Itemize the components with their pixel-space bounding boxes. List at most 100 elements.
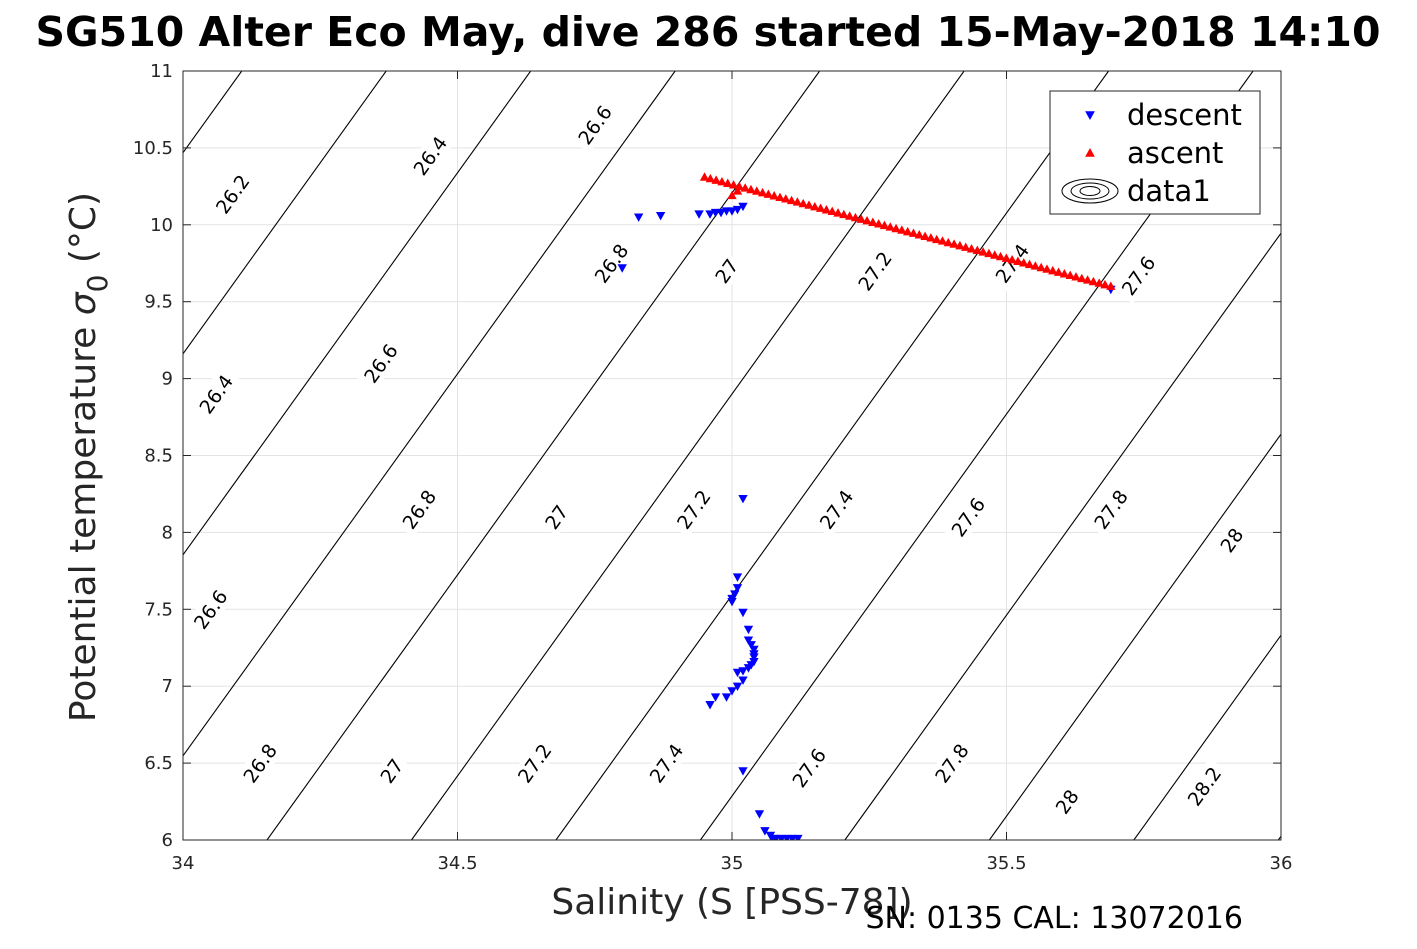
ascent-marker	[856, 214, 866, 223]
ascent-marker	[868, 217, 878, 226]
ascent-marker	[1077, 273, 1087, 283]
x-tick-label: 35	[721, 853, 744, 874]
ascent-marker	[839, 209, 849, 219]
ascent-marker	[821, 205, 832, 214]
data-series	[617, 172, 1116, 840]
ascent-marker	[775, 192, 785, 202]
y-tick-label: 9	[162, 369, 173, 390]
contour-label-bg	[668, 481, 719, 538]
ascent-marker	[1048, 265, 1058, 275]
ascent-marker	[769, 191, 779, 200]
ascent-marker	[908, 228, 919, 237]
ascent-marker	[897, 225, 907, 234]
axis-ticks: 34 34.5 35 35.5 36 6 6.5 7 7.5 8 8.5 9 9.5 10 10.5 11	[133, 61, 1293, 874]
y-tick-label: 10	[150, 215, 173, 236]
ascent-marker	[1001, 253, 1012, 262]
ascent-marker	[903, 226, 913, 236]
ascent-marker	[1019, 258, 1029, 267]
isopycnal-line	[183, 71, 676, 757]
contour-label-bg	[207, 165, 258, 223]
ascent-marker	[1007, 254, 1017, 264]
ascent-marker	[792, 197, 803, 206]
contour-label-bg	[234, 734, 285, 792]
ascent-marker	[728, 180, 739, 189]
legend-label: data1	[1127, 174, 1211, 208]
y-tick-label: 11	[150, 61, 173, 82]
chart-title: SG510 Alter Eco May, dive 286 started 15…	[36, 8, 1381, 56]
y-axis-label-symbol: σ	[63, 291, 104, 315]
serial-calibration-note: SN: 0135 CAL: 13072016	[865, 901, 1243, 936]
descent-marker	[727, 207, 737, 216]
ascent-marker	[810, 201, 820, 211]
descent-marker	[732, 573, 743, 582]
legend-label: ascent	[1127, 136, 1223, 170]
ascent-marker	[1065, 270, 1075, 280]
legend-item-data1: data1	[1061, 174, 1211, 208]
contour-label-bg	[394, 481, 444, 538]
ascent-marker	[1036, 262, 1046, 272]
descent-marker	[705, 701, 715, 710]
y-tick-label: 6	[162, 830, 173, 851]
isopycnal-line	[1133, 634, 1281, 840]
ascent-marker	[1030, 261, 1041, 270]
ascent-marker	[815, 203, 826, 212]
x-tick-label: 36	[1270, 853, 1293, 874]
descent-marker	[633, 213, 644, 222]
descent-marker	[732, 682, 743, 692]
y-tick-label: 8.5	[144, 446, 173, 467]
legend-label: descent	[1127, 98, 1242, 132]
descent-marker	[732, 205, 743, 215]
y-tick-label: 8	[162, 522, 173, 543]
legend-box	[1049, 90, 1261, 215]
ascent-marker	[763, 189, 774, 198]
descent-marker	[721, 207, 732, 216]
ascent-marker	[1053, 267, 1064, 276]
ascent-marker	[752, 186, 762, 195]
contour-label-bg	[849, 242, 900, 300]
descent-marker	[746, 641, 756, 650]
ascent-marker	[990, 250, 1000, 259]
y-tick-label: 10.5	[133, 138, 173, 159]
y-tick-label: 7	[162, 676, 173, 697]
ascent-marker	[1071, 272, 1081, 281]
x-tick-label: 34	[172, 853, 195, 874]
descent-marker	[793, 834, 803, 840]
ascent-marker	[873, 219, 884, 228]
contour-label-bg	[708, 251, 746, 291]
ascent-marker	[833, 208, 843, 217]
descent-marker	[749, 653, 759, 662]
contour-label-bg	[1179, 758, 1230, 815]
ascent-marker	[1100, 279, 1110, 289]
descent-marker	[710, 208, 721, 218]
isopycnal-line	[183, 71, 387, 355]
ascent-marker	[734, 181, 745, 191]
ascent-marker	[984, 248, 994, 258]
ascent-marker	[926, 233, 936, 242]
isopycnal-line	[988, 433, 1281, 840]
y-axis-label-subscript: 0	[81, 275, 114, 293]
x-tick-label: 35.5	[986, 853, 1026, 874]
contour-label-bg	[811, 481, 862, 538]
ascent-marker	[732, 186, 743, 195]
legend-contour-icon	[1070, 182, 1110, 200]
legend-marker-descent	[1085, 111, 1095, 121]
contour-label-bg	[926, 734, 977, 792]
ascent-marker	[943, 237, 953, 247]
ascent-marker	[786, 195, 797, 205]
ascent-marker	[711, 175, 721, 184]
y-tick-label: 6.5	[144, 753, 173, 774]
ascent-marker	[757, 187, 768, 197]
descent-marker	[749, 645, 759, 655]
ascent-marker	[844, 211, 855, 220]
ascent-marker	[1088, 276, 1099, 286]
contour-label-bg	[1213, 520, 1251, 560]
legend-contour-icon	[1061, 178, 1119, 204]
ascent-marker	[723, 178, 733, 187]
descent-marker	[694, 210, 704, 219]
ascent-marker	[1059, 269, 1070, 278]
descent-marker	[732, 584, 743, 593]
legend-contour-icon	[1079, 186, 1101, 196]
ascent-marker	[1013, 256, 1023, 265]
contour-label-bg	[405, 127, 455, 184]
